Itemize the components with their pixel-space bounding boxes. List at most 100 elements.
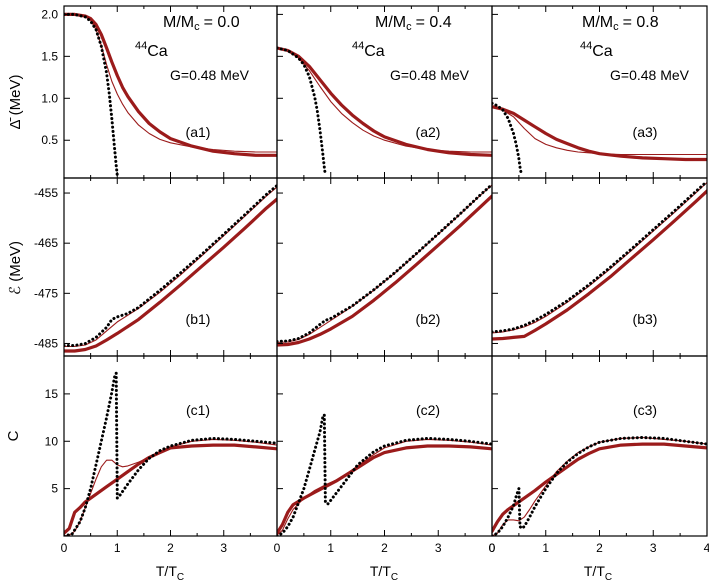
x-axis-label-main: T/T xyxy=(156,563,177,579)
mass-ratio-label: M/Mc = 0.0 xyxy=(163,14,240,33)
series-thick-a2 xyxy=(277,46,492,157)
panel-a1: (a1) xyxy=(63,5,278,179)
y-axis-label-c: C xyxy=(5,430,22,441)
series-thick-c3 xyxy=(492,442,707,533)
series-dotted-c3 xyxy=(492,435,707,536)
series-thin-b1 xyxy=(64,186,277,348)
series-thin-b2 xyxy=(277,184,492,344)
coupling-label: G=0.48 MeV xyxy=(170,67,250,83)
y-tick-label: 1.0 xyxy=(41,91,58,105)
mass-ratio-main: M/M xyxy=(163,14,194,31)
y-tick-label: 1.5 xyxy=(41,49,58,63)
x-axis-label-sub: C xyxy=(605,572,612,581)
nucleus-mass-number: 44 xyxy=(352,40,364,52)
y-tick-label: 10 xyxy=(45,434,59,448)
mass-ratio-main: M/M xyxy=(582,14,613,31)
series-dotted-c1 xyxy=(64,372,277,536)
y-axis-label-b: ℰ (MeV) xyxy=(7,241,24,295)
panel-label: (b2) xyxy=(416,311,441,327)
panel-label: (b1) xyxy=(186,311,211,327)
panel-b1: (b1) xyxy=(63,177,278,357)
mass-ratio-value: = 0.8 xyxy=(623,14,659,31)
x-tick-label: 1 xyxy=(114,541,121,555)
panel-label: (c2) xyxy=(416,402,440,418)
series-thin-a3 xyxy=(492,106,707,156)
x-tick-label: 1 xyxy=(542,541,549,555)
x-tick-label: 0 xyxy=(61,541,68,555)
panel-label: (b3) xyxy=(633,311,658,327)
series-thick-c1 xyxy=(64,443,277,535)
x-tick-label: 2 xyxy=(167,541,174,555)
series-dotted-a2 xyxy=(277,46,327,177)
x-tick-label: 0 xyxy=(489,541,496,555)
panel-label: (c1) xyxy=(186,402,210,418)
y-tick-label: 5 xyxy=(51,482,58,496)
x-axis-label-main: T/T xyxy=(370,563,391,579)
panel-b2: (b2) xyxy=(276,177,493,357)
nucleus-symbol: Ca xyxy=(147,43,168,60)
x-axis-label: T/TC xyxy=(370,563,398,581)
x-axis-label-main: T/T xyxy=(584,563,605,579)
x-tick-label: 1 xyxy=(327,541,334,555)
panel-c3: (c3) xyxy=(491,355,708,537)
series-thin-a2 xyxy=(277,47,492,153)
panel-label: (a2) xyxy=(416,124,441,140)
mass-ratio-value: = 0.0 xyxy=(204,14,240,31)
nucleus-symbol: Ca xyxy=(592,43,613,60)
series-thick-a1 xyxy=(64,12,277,157)
mass-ratio-sub: c xyxy=(406,21,412,33)
mass-ratio-sub: c xyxy=(613,21,619,33)
series-thick-b3 xyxy=(492,189,707,341)
panel-frame xyxy=(63,5,278,179)
nucleus-label: 44Ca xyxy=(580,40,613,60)
x-tick-label: 3 xyxy=(650,541,657,555)
mass-ratio-label: M/Mc = 0.4 xyxy=(375,14,452,33)
panel-c1: (c1) xyxy=(63,355,278,537)
series-dotted-a3 xyxy=(492,101,524,177)
series-thin-c3 xyxy=(492,436,707,536)
nucleus-symbol: Ca xyxy=(364,43,385,60)
coupling-label: G=0.48 MeV xyxy=(610,67,690,83)
series-thick-c2 xyxy=(277,444,492,535)
panel-frame xyxy=(63,177,278,357)
nucleus-mass-number: 44 xyxy=(580,40,592,52)
series-thin-c1 xyxy=(64,438,277,536)
y-tick-label: -455 xyxy=(34,186,58,200)
panel-label: (a1) xyxy=(186,124,211,140)
mass-ratio-label: M/Mc = 0.8 xyxy=(582,14,659,33)
panel-frame xyxy=(491,177,708,357)
panel-label: (a3) xyxy=(633,124,658,140)
series-dotted-c2 xyxy=(277,409,492,536)
y-tick-label: 15 xyxy=(45,387,59,401)
series-thick-a3 xyxy=(492,105,707,162)
mass-ratio-main: M/M xyxy=(375,14,406,31)
mass-ratio-sub: c xyxy=(194,21,200,33)
panel-label: (c3) xyxy=(633,402,657,418)
series-dotted-b3 xyxy=(492,180,707,334)
nucleus-mass-number: 44 xyxy=(135,40,147,52)
nucleus-label: 44Ca xyxy=(352,40,385,60)
x-axis-label: T/TC xyxy=(584,563,612,581)
y-tick-label: 0.5 xyxy=(41,133,58,147)
x-tick-label: 2 xyxy=(381,541,388,555)
x-axis-label-sub: C xyxy=(391,572,398,581)
panel-b3: (b3) xyxy=(491,177,708,357)
series-dotted-b2 xyxy=(277,183,492,343)
panel-c2: (c2) xyxy=(276,355,493,537)
series-thin-b3 xyxy=(492,182,707,334)
panel-a3: (a3) xyxy=(491,5,708,179)
x-tick-label: 4 xyxy=(704,541,709,555)
y-tick-label: -485 xyxy=(34,336,58,350)
x-tick-label: 3 xyxy=(435,541,442,555)
series-dotted-b1 xyxy=(64,184,277,347)
x-tick-label: 0 xyxy=(274,541,281,555)
nucleus-label: 44Ca xyxy=(135,40,168,60)
x-axis-label-sub: C xyxy=(177,572,184,581)
x-axis-label: T/TC xyxy=(156,563,184,581)
x-tick-label: 2 xyxy=(596,541,603,555)
y-tick-label: -465 xyxy=(34,236,58,250)
series-thick-b2 xyxy=(277,194,492,347)
panel-a2: (a2) xyxy=(276,5,493,179)
x-tick-label: 3 xyxy=(220,541,227,555)
